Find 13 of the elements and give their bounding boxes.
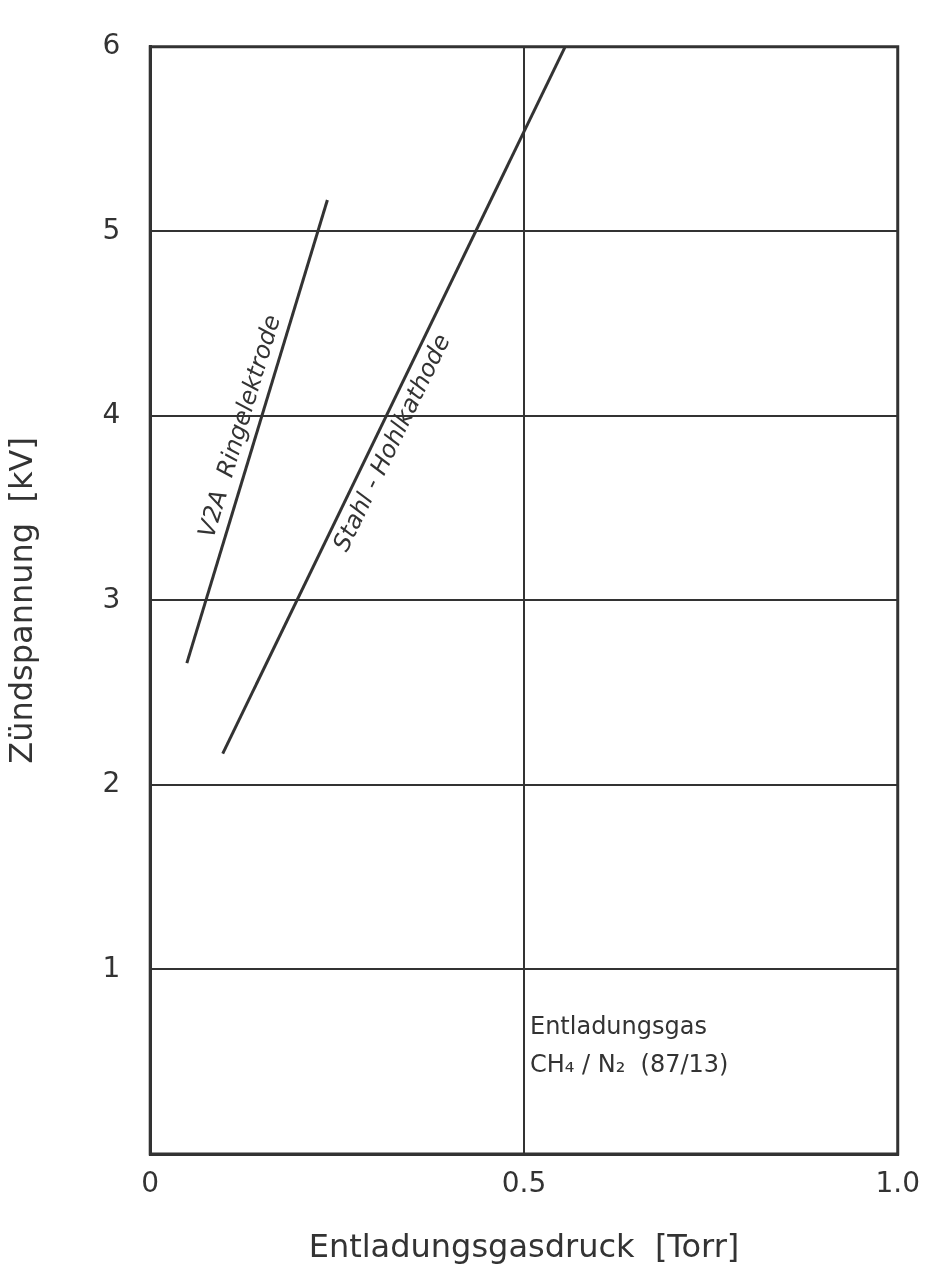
- y-axis-title: Zündspannung [kV]: [1, 437, 40, 764]
- annotation: Entladungsgas: [529, 1012, 707, 1040]
- x-tick-label: 0: [141, 1166, 160, 1200]
- y-tick-label: 4: [102, 397, 121, 431]
- y-tick-label: 1: [102, 950, 121, 984]
- annotation: CH₄ / N₂ (87/13): [529, 1050, 729, 1078]
- x-axis-title: Entladungsgasdruck [Torr]: [308, 1227, 740, 1266]
- y-tick-label: 2: [102, 766, 121, 800]
- y-tick-label: 3: [102, 581, 121, 615]
- x-tick-label: 1.0: [875, 1166, 920, 1200]
- y-tick-label: 5: [102, 212, 121, 246]
- y-tick-label: 6: [102, 28, 121, 62]
- x-tick-label: 0.5: [501, 1166, 547, 1200]
